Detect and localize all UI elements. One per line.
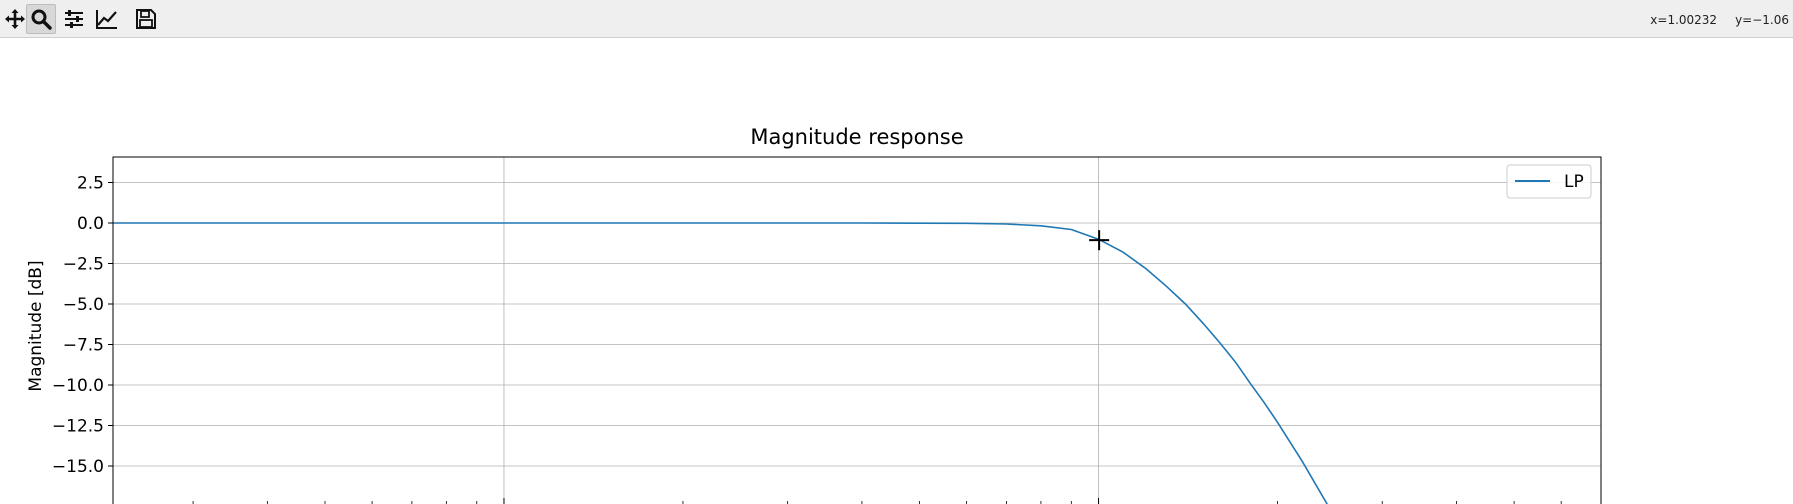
- y-tick-label: −7.5: [63, 336, 104, 356]
- y-axis-ticks: 2.5 0.0 −2.5 −5.0 −7.5 −10.0 −12.5 −15.0: [52, 174, 113, 477]
- line-chart-icon: [96, 10, 117, 29]
- floppy-disk-icon: [136, 9, 156, 29]
- y-axis-label: Magnitude [dB]: [26, 260, 46, 391]
- move-arrows-icon: [5, 9, 25, 29]
- y-tick-label: 2.5: [77, 174, 104, 194]
- y-tick-label: −2.5: [63, 255, 104, 275]
- y-tick-label: −12.5: [52, 417, 104, 437]
- cursor-y-readout: y=−1.06: [1735, 13, 1789, 27]
- legend: LP: [1506, 164, 1592, 199]
- figure-canvas[interactable]: Magnitude response Magnitude [dB] 2.5 0.0…: [0, 38, 1793, 504]
- x-axis-ticks: [192, 498, 1602, 504]
- subplots-button[interactable]: [59, 4, 89, 34]
- cursor-x-readout: x=1.00232: [1650, 13, 1718, 27]
- axes-edit-button[interactable]: [92, 4, 122, 34]
- grid-lines: [113, 157, 1601, 504]
- axes-frame: [112, 156, 1602, 504]
- y-tick-label: 0.0: [77, 214, 104, 234]
- magnifier-icon: [31, 9, 52, 30]
- series-line-lp: [113, 222, 1328, 504]
- zoom-button[interactable]: [26, 4, 56, 34]
- y-tick-label: −10.0: [52, 376, 104, 396]
- navigation-toolbar: x=1.00232 y=−1.06: [0, 0, 1793, 38]
- pan-button[interactable]: [0, 4, 30, 34]
- sliders-icon: [65, 10, 83, 28]
- legend-label-lp: LP: [1564, 172, 1584, 192]
- cursor-crosshair: [1089, 230, 1110, 251]
- save-button[interactable]: [131, 4, 161, 34]
- y-tick-label: −5.0: [63, 295, 104, 315]
- series-lines: [113, 222, 1328, 504]
- y-tick-label: −15.0: [52, 457, 104, 477]
- cursor-coordinates: x=1.00232 y=−1.06: [1650, 13, 1789, 27]
- chart-title: Magnitude response: [750, 125, 963, 149]
